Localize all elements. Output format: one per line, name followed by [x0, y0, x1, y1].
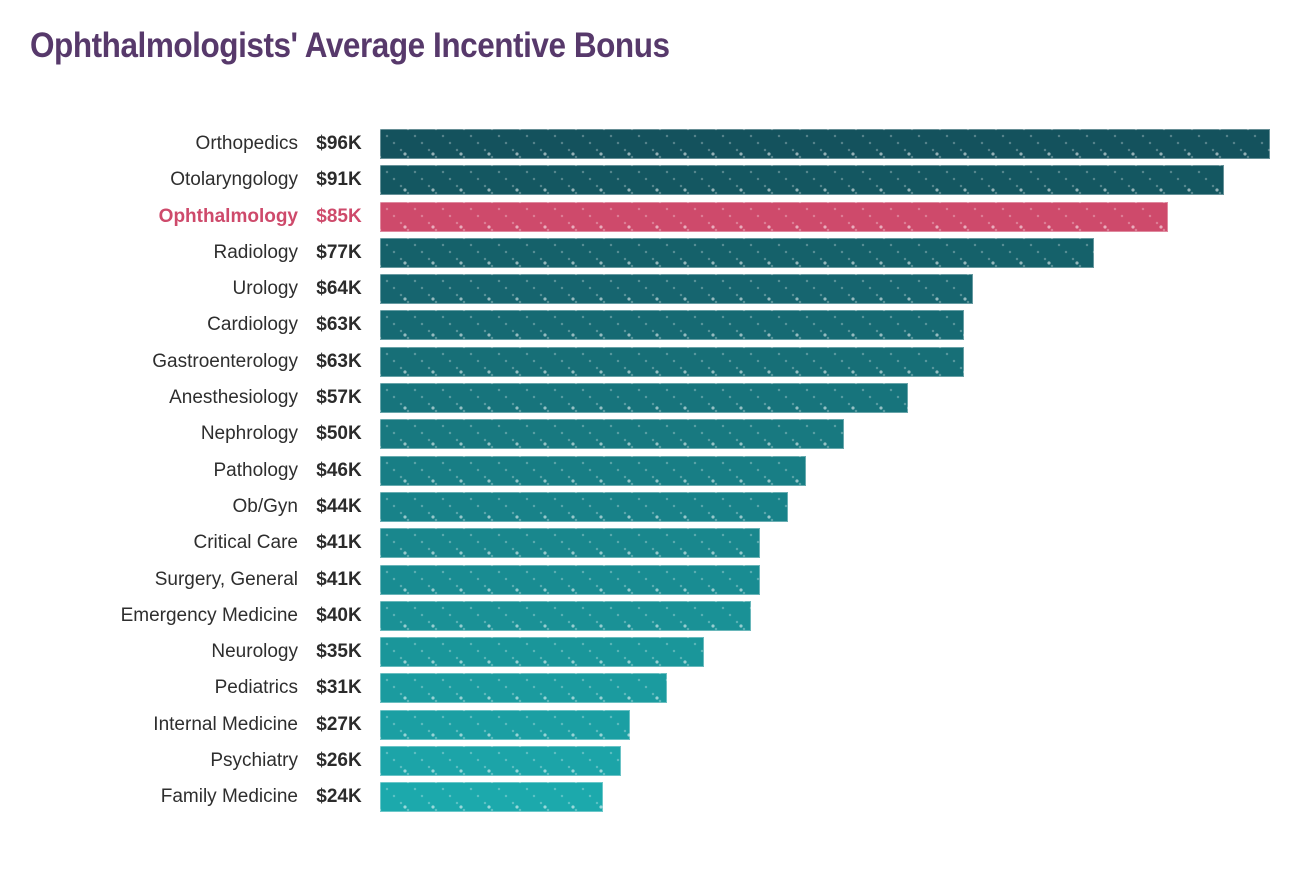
value-label: $24K: [316, 786, 362, 808]
bar: [380, 346, 965, 377]
bar-track: [380, 383, 1270, 414]
value-label: $41K: [316, 568, 362, 590]
bar: [380, 455, 807, 486]
bar: [380, 201, 1169, 232]
bar-chart: Orthopedics $96K Otolaryngology $91K Oph…: [30, 129, 1270, 813]
category-label: Family Medicine: [160, 786, 298, 808]
chart-row: Anesthesiology $57K: [30, 383, 1270, 414]
value-label: $63K: [316, 350, 362, 372]
chart-row: Internal Medicine $27K: [30, 709, 1270, 740]
bar-track: [380, 310, 1270, 341]
bar: [380, 491, 788, 522]
value-label: $41K: [316, 532, 362, 554]
category-label: Nephrology: [200, 423, 298, 445]
value-label: $44K: [316, 495, 362, 517]
category-label: Internal Medicine: [153, 713, 298, 735]
bar: [380, 528, 761, 559]
bar: [380, 673, 668, 704]
chart-row: Neurology $35K: [30, 637, 1270, 668]
bar-track: [380, 709, 1270, 740]
chart-row: Emergency Medicine $40K: [30, 600, 1270, 631]
bar-track: [380, 600, 1270, 631]
chart-row: Psychiatry $26K: [30, 746, 1270, 777]
value-label: $96K: [316, 133, 362, 154]
bar-track: [380, 782, 1270, 813]
chart-row: Radiology $77K: [30, 237, 1270, 268]
value-label: $35K: [316, 641, 362, 663]
value-label: $57K: [316, 387, 362, 409]
value-label: $26K: [316, 750, 362, 772]
category-label: Psychiatry: [210, 750, 298, 772]
category-label: Critical Care: [193, 532, 298, 554]
bar: [380, 746, 622, 777]
category-label: Emergency Medicine: [120, 604, 298, 626]
bar-track: [380, 201, 1270, 232]
bar: [380, 310, 965, 341]
bar: [380, 564, 761, 595]
chart-row: Gastroenterology $63K: [30, 346, 1270, 377]
chart-row: Cardiology $63K: [30, 310, 1270, 341]
chart-row: Ob/Gyn $44K: [30, 491, 1270, 522]
bar-track: [380, 237, 1270, 268]
value-label: $46K: [316, 459, 362, 481]
bar-track: [380, 746, 1270, 777]
bar-track: [380, 346, 1270, 377]
category-label: Orthopedics: [195, 133, 298, 154]
bar: [380, 129, 1270, 159]
bar: [380, 782, 603, 813]
value-label: $64K: [316, 278, 362, 300]
bar-track: [380, 637, 1270, 668]
bar: [380, 637, 705, 668]
value-label: $85K: [316, 205, 362, 227]
chart-row: Pathology $46K: [30, 455, 1270, 486]
value-label: $91K: [316, 169, 362, 191]
chart-row: Urology $64K: [30, 274, 1270, 305]
chart-row: Surgery, General $41K: [30, 564, 1270, 595]
chart-row: Family Medicine $24K: [30, 782, 1270, 813]
chart-row: Orthopedics $96K: [30, 129, 1270, 159]
bar: [380, 274, 974, 305]
value-label: $27K: [316, 713, 362, 735]
chart-row: Nephrology $50K: [30, 419, 1270, 450]
bar-track: [380, 491, 1270, 522]
category-label: Gastroenterology: [152, 350, 298, 372]
bar: [380, 709, 631, 740]
bar-track: [380, 165, 1270, 196]
chart-row: Ophthalmology $85K: [30, 201, 1270, 232]
chart-row: Critical Care $41K: [30, 528, 1270, 559]
category-label: Ophthalmology: [158, 205, 298, 227]
chart-row: Pediatrics $31K: [30, 673, 1270, 704]
bar: [380, 383, 909, 414]
value-label: $77K: [316, 241, 362, 263]
value-label: $31K: [316, 677, 362, 699]
bar: [380, 165, 1224, 196]
category-label: Neurology: [211, 641, 298, 663]
bar: [380, 237, 1094, 268]
bar-track: [380, 564, 1270, 595]
bar-track: [380, 673, 1270, 704]
bar: [380, 419, 844, 450]
bar-track: [380, 528, 1270, 559]
category-label: Ob/Gyn: [232, 495, 298, 517]
value-label: $40K: [316, 604, 362, 626]
category-label: Anesthesiology: [169, 387, 298, 409]
value-label: $50K: [316, 423, 362, 445]
category-label: Urology: [232, 278, 298, 300]
bar-track: [380, 274, 1270, 305]
category-label: Surgery, General: [154, 568, 298, 590]
bar-track: [380, 455, 1270, 486]
chart-row: Otolaryngology $91K: [30, 165, 1270, 196]
bar-track: [380, 129, 1270, 159]
bar: [380, 600, 751, 631]
category-label: Cardiology: [207, 314, 298, 336]
chart-title: Ophthalmologists' Average Incentive Bonu…: [30, 26, 670, 65]
category-label: Radiology: [213, 241, 299, 263]
category-label: Pediatrics: [214, 677, 298, 699]
category-label: Otolaryngology: [170, 169, 298, 191]
bar-track: [380, 419, 1270, 450]
value-label: $63K: [316, 314, 362, 336]
category-label: Pathology: [213, 459, 298, 481]
